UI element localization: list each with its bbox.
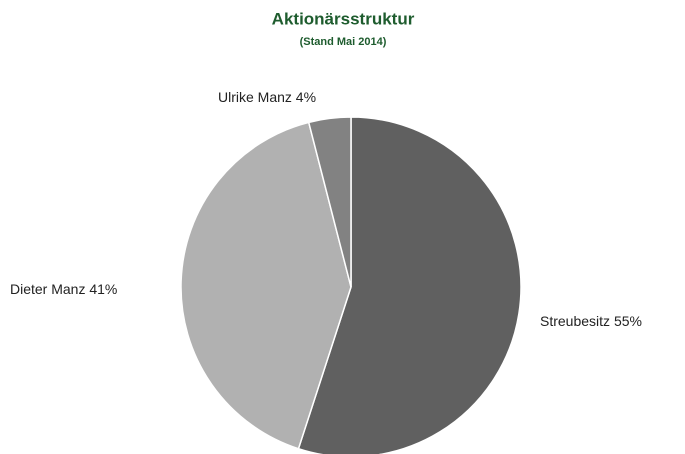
slice-category: Streubesitz xyxy=(540,313,610,329)
slice-value-label: 41% xyxy=(89,281,117,297)
chart-subtitle: (Stand Mai 2014) xyxy=(300,36,387,48)
slice-label: Streubesitz 55% xyxy=(540,313,642,329)
slice-label: Ulrike Manz 4% xyxy=(218,89,316,105)
slice-category: Dieter Manz xyxy=(10,281,85,297)
pie-slice xyxy=(180,121,352,450)
slice-value-label: 4% xyxy=(296,89,316,105)
pie-slice xyxy=(297,116,522,454)
pie-slice xyxy=(307,116,352,288)
slice-category: Ulrike Manz xyxy=(218,89,292,105)
slice-label: Dieter Manz 41% xyxy=(10,281,117,297)
chart-title: Aktionärsstruktur xyxy=(272,9,415,28)
slice-value-label: 55% xyxy=(614,313,642,329)
